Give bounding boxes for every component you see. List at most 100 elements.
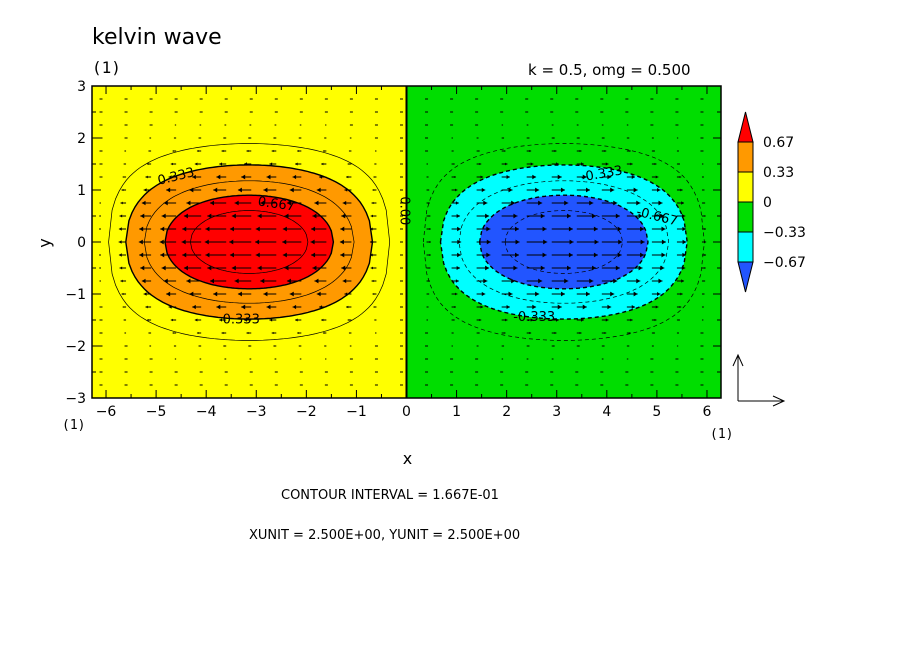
axes: −6 −5 −4 −3 −2 −1 0 1 2 3 4 5 6 −3 −2 −1 0 1 2 3 x y (1) (1) [35,79,733,468]
vector-arrowhead [231,265,236,271]
vector-arrowhead [661,252,666,258]
vector-arrowhead [569,239,574,245]
vector-arrowhead [170,318,173,322]
vector-arrowhead [628,137,630,139]
vector-arrowhead [370,214,374,218]
vector-arrowhead [213,291,218,297]
vector-arrowhead [678,332,679,334]
vector-arrowhead [538,278,543,284]
vector-arrowhead [704,240,707,244]
unit-vector-head-right [772,395,786,407]
vector-arrowhead [241,174,246,180]
vector-arrowhead [143,292,147,296]
vector-arrowhead [99,202,101,204]
vector-arrowhead [192,174,196,180]
vector-arrowhead [311,226,316,232]
vector-arrowhead [577,124,579,126]
vector-arrowhead [485,213,490,219]
vector-arrowhead [681,214,686,218]
vector-arrowhead [682,252,687,258]
contour-label: 0.333 [223,313,260,328]
vector-arrowhead [298,345,300,347]
vector-arrowhead [454,175,456,179]
vector-arrowhead [702,319,704,321]
vector-arrowhead [560,187,565,193]
vector-arrowhead [628,345,630,347]
vector-arrowhead [314,200,319,206]
unit-vector-head-up [732,353,744,367]
vector-arrowhead [210,200,215,206]
vector-arrowhead [529,149,532,153]
contour-label: -0.333 [580,163,624,185]
vector-arrowhead [160,226,165,232]
vector-arrowhead [234,200,239,206]
vector-arrowhead [119,214,123,218]
vector-arrowhead [655,305,659,309]
vector-arrowhead [613,200,618,206]
vector-arrowhead [452,150,454,152]
vector-arrowhead [170,162,173,166]
vector-arrowhead [615,265,620,271]
vector-arrowhead [681,279,685,283]
vector-arrowhead [428,215,431,217]
vector-arrowhead [640,252,645,258]
vector-arrowhead [457,226,461,232]
vector-arrowhead [143,188,147,192]
vector-arrowhead [321,318,324,322]
vector-arrowhead [654,162,657,166]
vector-arrowhead [374,163,376,165]
units-label: XUNIT = 2.500E+00, YUNIT = 2.500E+00 [249,528,521,543]
vector-arrowhead [123,163,125,165]
vector-arrowhead [199,124,201,126]
vector-arrowhead [339,239,344,245]
contour-line-pos [108,143,391,341]
vector-arrowhead [172,332,175,334]
vector-arrowhead [370,266,374,270]
vector-arrowhead [610,187,615,193]
vector-arrowhead [593,252,598,258]
vector-arrowhead [607,304,612,310]
vector-arrowhead [269,162,273,166]
y-tick-label: −1 [65,287,86,303]
vector-arrowhead [148,150,150,152]
vector-arrowhead [586,291,591,297]
vector-arrowhead [316,291,321,297]
vector-arrowhead [139,252,144,258]
x-tick-label: −5 [146,404,167,420]
vector-arrowhead [229,252,234,258]
vector-arrowhead [166,291,171,297]
vector-arrowhead [312,213,317,219]
vector-arrowhead [602,358,604,360]
vector-arrowhead [183,213,188,219]
vector-arrowhead [532,174,537,180]
vector-arrowhead [629,150,631,152]
vector-arrowhead [182,252,187,258]
vector-arrowhead [480,175,484,179]
vector-arrowhead [682,239,687,245]
vector-arrowhead [298,137,300,139]
vector-arrowhead [369,240,373,244]
vector-arrowhead [348,150,350,152]
vector-arrowhead [658,200,663,206]
vector-arrowhead [582,174,587,180]
vector-arrowhead [636,200,641,206]
vector-arrowhead [123,319,125,321]
vector-arrowhead [223,137,225,139]
vector-arrowhead [633,291,638,297]
vector-arrowhead [286,200,291,206]
contour-line-pos [190,210,309,274]
vector-arrowhead [174,124,176,126]
vector-arrowhead [629,332,631,334]
vector-arrowhead [603,137,605,139]
vector-arrowhead [453,163,455,165]
vector-arrowhead [703,306,704,308]
vector-arrowhead [682,226,687,232]
vector-arrowhead [159,239,164,245]
vector-arrowhead [483,278,488,284]
vector-arrowhead [429,227,431,231]
vector-arrowhead [656,291,661,297]
vector-arrowhead [661,239,666,245]
vector-arrowhead [505,162,508,166]
vector-arrowhead [205,252,210,258]
vector-arrowhead [295,162,298,166]
